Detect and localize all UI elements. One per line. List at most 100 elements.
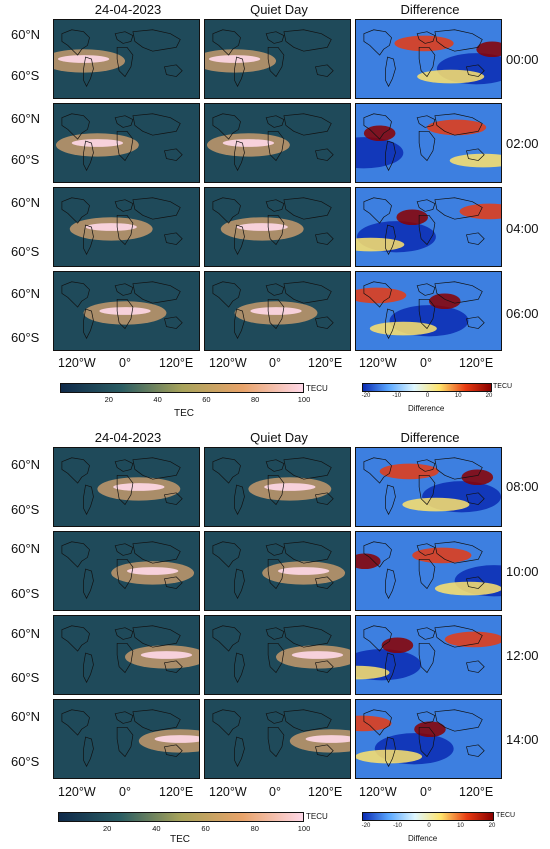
tec-tick: 20 [103,824,112,833]
column-title-quiet-day: Quiet Day [250,2,308,17]
lat-label-60s: 60°S [11,330,40,345]
tec-map-quiet-0400 [204,187,351,267]
tec-tick: 60 [201,824,210,833]
lon-label-120w: 120°W [209,356,247,370]
diff-map-1400 [355,699,502,779]
lon-label-120w: 120°W [209,785,247,799]
lon-label-120e: 120°E [308,356,343,370]
difference-colorbar-title: Difference [408,404,445,413]
tec-map-storm-0000 [53,19,200,99]
lon-label-0: 0° [269,785,281,799]
diff-tick: -20 [361,393,371,399]
lat-label-60n: 60°N [11,27,41,42]
lon-label-120w: 120°W [58,356,96,370]
lon-label-0: 0° [119,785,131,799]
diff-tick: 10 [454,393,462,399]
diff-tick: 20 [488,823,496,829]
time-label: 08:00 [506,479,539,494]
lon-label-120e: 120°E [159,356,194,370]
tec-colorbar-ticks: 20 40 60 80 100 [60,395,311,405]
tec-map-storm-1200 [53,615,200,695]
difference-colorbar [362,812,494,821]
tec-map-quiet-1000 [204,531,351,611]
lon-label-120e: 120°E [459,785,494,799]
lon-label-0: 0° [269,356,281,370]
lat-label-60n: 60°N [11,541,41,556]
difference-colorbar-ticks: -20 -10 0 10 20 [362,823,496,832]
lon-label-120e: 120°E [459,356,494,370]
tec-map-quiet-1400 [204,699,351,779]
tec-tick: 60 [202,395,211,404]
tec-map-quiet-0600 [204,271,351,351]
tec-tick: 80 [250,824,259,833]
diff-tick: 0 [425,393,430,399]
tec-tick: 40 [153,395,162,404]
lat-label-60s: 60°S [11,670,40,685]
time-label: 02:00 [506,136,539,151]
tec-tick: 100 [297,395,311,404]
lat-label-60s: 60°S [11,244,40,259]
tec-map-storm-1400 [53,699,200,779]
time-label: 04:00 [506,221,539,236]
tec-tick: 100 [297,824,311,833]
diff-map-0000 [355,19,502,99]
lon-label-120e: 120°E [308,785,343,799]
tec-colorbar-ticks: 20 40 60 80 100 [58,824,310,834]
diff-tick: -10 [393,823,402,829]
lon-label-0: 0° [119,356,131,370]
diff-map-0600 [355,271,502,351]
tec-map-quiet-1200 [204,615,351,695]
diff-map-1000 [355,531,502,611]
diff-map-0400 [355,187,502,267]
tec-map-storm-0200 [53,103,200,183]
column-title-difference: Difference [400,430,460,445]
tec-map-storm-0400 [53,187,200,267]
tec-map-quiet-0000 [204,19,351,99]
lat-label-60s: 60°S [11,754,40,769]
lon-label-120w: 120°W [359,785,397,799]
difference-colorbar-unit: TECU [493,383,513,390]
lat-label-60s: 60°S [11,68,40,83]
diff-map-0200 [355,103,502,183]
lat-label-60n: 60°N [11,195,41,210]
lat-label-60n: 60°N [11,709,41,724]
tec-colorbar [58,812,304,822]
column-title-difference: Difference [400,2,460,17]
lat-label-60n: 60°N [11,111,41,126]
lon-label-0: 0° [420,356,432,370]
lat-label-60s: 60°S [11,502,40,517]
lat-label-60n: 60°N [11,626,41,641]
tec-map-storm-1000 [53,531,200,611]
difference-colorbar-unit: TECU [496,812,516,819]
lon-label-120w: 120°W [359,356,397,370]
column-title-storm-day: 24-04-2023 [94,2,162,17]
time-label: 14:00 [506,732,539,747]
figure-block-2: 24-04-2023 Quiet Day Difference 60°N 60°… [0,425,550,849]
time-label: 06:00 [506,306,539,321]
lat-label-60n: 60°N [11,286,41,301]
tec-colorbar [60,383,304,393]
time-label: 10:00 [506,564,539,579]
time-label: 12:00 [506,648,539,663]
tec-colorbar-title: TEC [170,834,190,845]
tec-colorbar-title: TEC [174,408,194,419]
lat-label-60s: 60°S [11,586,40,601]
column-title-storm-day: 24-04-2023 [94,430,162,445]
lat-label-60n: 60°N [11,457,41,472]
lat-label-60s: 60°S [11,152,40,167]
diff-map-0800 [355,447,502,527]
tec-tick: 80 [251,395,260,404]
lon-label-120e: 120°E [159,785,194,799]
tec-map-quiet-0200 [204,103,351,183]
tec-tick: 20 [104,395,113,404]
figure-block-1: 24-04-2023 Quiet Day Difference 60°N 60°… [11,2,539,419]
tec-map-storm-0800 [53,447,200,527]
tec-map-quiet-0800 [204,447,351,527]
diff-map-1200 [355,615,502,695]
diff-tick: 20 [485,393,493,399]
tec-map-storm-0600 [53,271,200,351]
diff-tick: 10 [457,823,464,829]
tec-colorbar-unit: TECU [306,812,328,821]
tec-colorbar-unit: TECU [306,384,328,393]
time-label: 00:00 [506,52,539,67]
